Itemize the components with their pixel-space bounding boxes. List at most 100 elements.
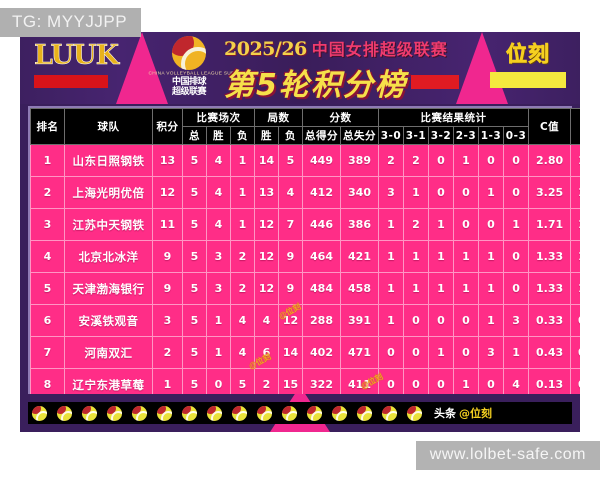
cell-points: 9 [152,240,183,273]
cell-matches-total: 5 [182,208,207,241]
cell-score-against: 391 [340,304,379,337]
cell-result-2-3: 0 [453,176,479,209]
weike-logo-yellow-bar [490,72,566,88]
cell-c-value: 1.71 [528,208,572,241]
col-header-result-3-1: 3-1 [403,126,429,145]
cell-z-value: 1.16 [570,208,580,241]
poster-title-block: 2025/26 中国女排超级联赛 第5轮积分榜 [224,36,464,104]
cell-c-value: 2.80 [528,144,572,177]
col-group-sets: 局数 [254,108,303,127]
cell-result-3-2: 0 [428,176,454,209]
volleyball-icon [207,405,222,421]
col-group-results: 比赛结果统计 [377,108,530,127]
cell-result-3-1: 1 [403,176,429,209]
title-line-round: 第5轮积分榜 [224,68,464,104]
col-header-result-0-3: 0-3 [502,126,530,145]
standings-table-container: 排名 球队 积分 比赛场次 局数 分数 比赛结果统计 C值 Z值 总 胜 负 胜… [28,106,580,401]
cell-result-1-3: 3 [478,336,504,369]
cell-points: 11 [152,208,183,241]
cell-matches-win: 3 [206,272,231,305]
cell-score-against: 458 [340,272,379,305]
volleyball-icon [182,405,197,421]
cell-points: 2 [152,336,183,369]
cell-team: 山东日照钢铁 [64,144,153,177]
col-header-result-2-3: 2-3 [453,126,479,145]
cell-matches-total: 5 [182,176,207,209]
decorative-triangle-right [456,32,508,104]
cell-rank: 6 [30,304,65,337]
cell-result-1-3: 0 [478,144,504,177]
cell-result-2-3: 1 [453,240,479,273]
weike-logo-text: 位刻 [506,42,550,67]
cell-team: 上海光明优倍 [64,176,153,209]
cell-result-0-3: 3 [502,304,530,337]
cell-result-1-3: 1 [478,304,504,337]
cell-result-0-3: 1 [502,336,530,369]
cvl-logo-line2: 超级联赛 [171,86,207,96]
volleyball-icon [172,36,206,70]
table-body: 1山东日照钢铁135411454493892201002.801.152上海光明… [30,144,580,401]
table-head: 排名 球队 积分 比赛场次 局数 分数 比赛结果统计 C值 Z值 总 胜 负 胜… [30,108,580,145]
table-header-group-row: 排名 球队 积分 比赛场次 局数 分数 比赛结果统计 C值 Z值 [30,108,580,145]
cell-sets-loss: 5 [278,144,303,177]
col-header-team: 球队 [64,108,153,145]
cell-result-3-0: 3 [378,176,404,209]
standings-table: 排名 球队 积分 比赛场次 局数 分数 比赛结果统计 C值 Z值 总 胜 负 胜… [30,108,580,401]
volleyball-icon [257,405,272,421]
cell-result-1-3: 1 [478,176,504,209]
cell-team: 河南双汇 [64,336,153,369]
cell-c-value: 1.33 [528,272,572,305]
col-header-score-against: 总失分 [340,126,379,145]
cell-result-0-3: 0 [502,176,530,209]
cell-c-value: 0.13 [528,368,572,401]
cell-c-value: 0.33 [528,304,572,337]
volleyball-icon [282,405,297,421]
cell-result-3-1: 1 [403,272,429,305]
luuk-logo-redbar [34,75,108,88]
volleyball-icon [307,405,322,421]
cell-result-2-3: 0 [453,208,479,241]
cell-result-3-1: 0 [403,336,429,369]
poster-header-banner: LUUK CHINA VOLLEYBALL LEAGUE SUPER LEAGU… [20,32,580,104]
decorative-triangle-left [116,32,168,104]
volleyball-icon [107,405,122,421]
cell-result-3-0: 1 [378,208,404,241]
luuk-sponsor-logo: LUUK [34,40,120,96]
weike-brand-logo: 位刻 [490,42,566,88]
cell-sets-win: 12 [254,240,279,273]
cell-matches-loss: 2 [230,240,255,273]
luuk-logo-text: LUUK [34,40,120,72]
telegram-overlay-label: TG: MYYJJPP [0,8,142,37]
title-line-season: 2025/26 中国女排超级联赛 [224,36,464,68]
cell-result-2-3: 0 [453,304,479,337]
cell-rank: 3 [30,208,65,241]
cell-result-2-3: 0 [453,336,479,369]
cell-z-value: 0.74 [570,304,580,337]
cell-points: 12 [152,176,183,209]
cell-team: 天津渤海银行 [64,272,153,305]
cell-score-for: 484 [302,272,341,305]
cell-rank: 2 [30,176,65,209]
cell-sets-loss: 4 [278,176,303,209]
cell-result-2-3: 1 [453,272,479,305]
cell-sets-win: 6 [254,336,279,369]
volleyball-icon [382,405,397,421]
cell-result-3-1: 0 [403,304,429,337]
cell-result-3-1: 2 [403,208,429,241]
volleyball-icon [357,405,372,421]
cell-result-3-1: 1 [403,240,429,273]
cell-matches-win: 3 [206,240,231,273]
cell-matches-total: 5 [182,336,207,369]
cell-score-for: 412 [302,176,341,209]
cell-team: 江苏中天钢铁 [64,208,153,241]
volleyball-icon [32,405,47,421]
footer-ball-strip: 头条 @位刻 [28,402,572,424]
cell-result-3-2: 0 [428,144,454,177]
